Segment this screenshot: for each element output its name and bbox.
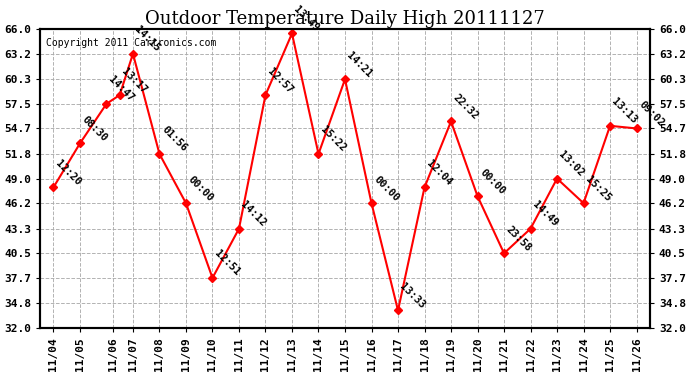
Text: 14:49: 14:49 [531,200,560,229]
Text: 23:58: 23:58 [504,224,533,254]
Text: 14:47: 14:47 [106,75,136,104]
Text: 00:00: 00:00 [371,174,401,203]
Text: 15:25: 15:25 [584,174,613,203]
Text: 13:13: 13:13 [610,97,639,126]
Text: 00:00: 00:00 [186,174,215,203]
Text: 01:56: 01:56 [159,125,188,154]
Text: 14:15: 14:15 [133,24,162,54]
Text: 09:02: 09:02 [637,99,666,129]
Text: 13:49: 13:49 [292,4,321,33]
Text: 14:21: 14:21 [345,50,374,79]
Text: 13:33: 13:33 [398,281,427,310]
Text: 00:00: 00:00 [477,167,506,196]
Text: 13:17: 13:17 [119,66,149,95]
Text: 14:12: 14:12 [239,200,268,229]
Text: 08:30: 08:30 [80,114,109,143]
Text: Copyright 2011 Cartronics.com: Copyright 2011 Cartronics.com [46,38,217,48]
Text: 12:04: 12:04 [424,158,454,188]
Title: Outdoor Temperature Daily High 20111127: Outdoor Temperature Daily High 20111127 [145,9,545,27]
Text: 12:51: 12:51 [213,249,242,278]
Text: 12:20: 12:20 [53,158,83,188]
Text: 15:22: 15:22 [319,125,348,154]
Text: 12:57: 12:57 [266,66,295,95]
Text: 22:32: 22:32 [451,92,480,122]
Text: 13:02: 13:02 [557,149,586,178]
